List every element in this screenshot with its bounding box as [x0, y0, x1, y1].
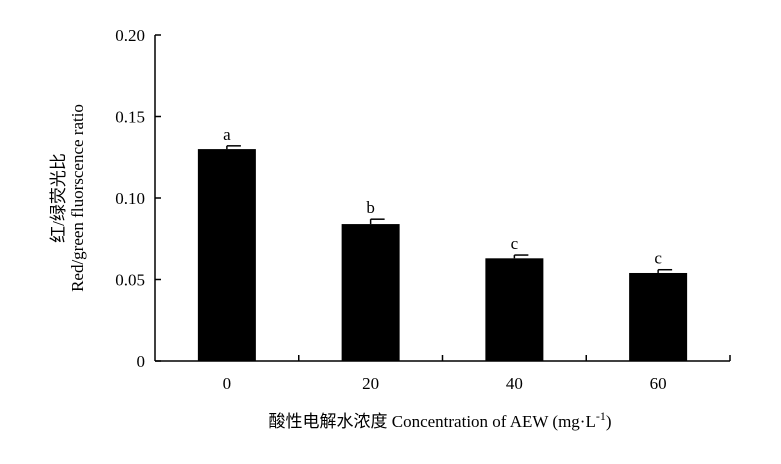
x-axis-title-superscript: -1 — [596, 409, 606, 423]
y-tick-label: 0 — [137, 352, 146, 371]
y-tick-label: 0.15 — [115, 108, 145, 127]
x-tick-label: 20 — [362, 374, 379, 393]
x-tick-label: 60 — [650, 374, 667, 393]
bar — [197, 149, 256, 361]
x-tick-label: 40 — [506, 374, 523, 393]
y-axis-title-chinese: 红/绿荧光比 — [49, 153, 68, 243]
bar — [629, 272, 688, 361]
x-axis-title-main: 酸性电解水浓度 Concentration of AEW (mg·L — [268, 412, 595, 431]
y-tick-label: 0.20 — [115, 26, 145, 45]
significance-label: b — [366, 198, 375, 217]
significance-label: c — [654, 249, 662, 268]
bars-group: a b c c — [197, 125, 688, 361]
y-tick-label: 0.05 — [115, 271, 145, 290]
x-axis-ticks: 0 20 40 60 — [223, 355, 731, 393]
x-axis-title-suffix: ) — [606, 412, 612, 431]
bar — [341, 224, 400, 361]
y-axis-title-english: Red/green fluorscence ratio — [68, 104, 87, 292]
x-axis-title: 酸性电解水浓度 Concentration of AEW (mg·L-1) — [268, 409, 611, 431]
bar — [485, 258, 544, 361]
x-tick-label: 0 — [223, 374, 232, 393]
significance-label: c — [511, 234, 519, 253]
significance-label: a — [223, 125, 231, 144]
y-tick-label: 0.10 — [115, 189, 145, 208]
y-axis-ticks: 0 0.05 0.10 0.15 0.20 — [115, 26, 161, 371]
